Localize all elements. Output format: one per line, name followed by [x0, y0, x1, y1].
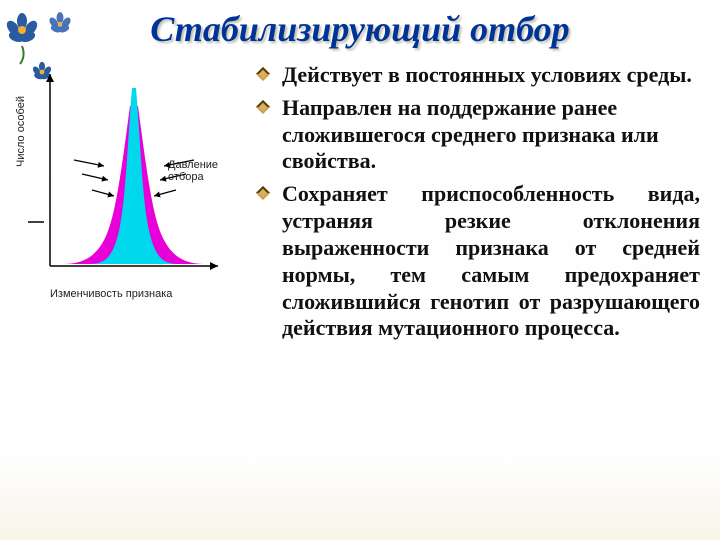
diamond-bullet-icon [256, 186, 276, 205]
diamond-bullet-icon [256, 67, 276, 86]
bullet-text: Направлен на поддержание ранее сложившег… [282, 95, 700, 175]
chart-column: Число особей Изменчивость признака Давле… [18, 62, 238, 348]
chart-y-axis-label: Число особей [15, 96, 27, 167]
bullet-text: Действует в постоянных условиях среды. [282, 62, 700, 89]
bullet-list: Действует в постоянных условиях среды. Н… [256, 62, 700, 348]
diamond-bullet-icon [256, 100, 276, 119]
chart-x-axis-label: Изменчивость признака [50, 288, 172, 300]
list-item: Направлен на поддержание ранее сложившег… [256, 95, 700, 175]
content-region: Число особей Изменчивость признака Давле… [0, 50, 720, 348]
list-item: Действует в постоянных условиях среды. [256, 62, 700, 89]
stabilizing-selection-chart: Число особей Изменчивость признака Давле… [22, 66, 232, 296]
bullet-text: Сохраняет приспособленность вида, устран… [282, 181, 700, 342]
page-title: Стабилизирующий отбор [0, 0, 720, 50]
chart-pressure-label: Давлениеотбора [168, 160, 218, 183]
list-item: Сохраняет приспособленность вида, устран… [256, 181, 700, 342]
